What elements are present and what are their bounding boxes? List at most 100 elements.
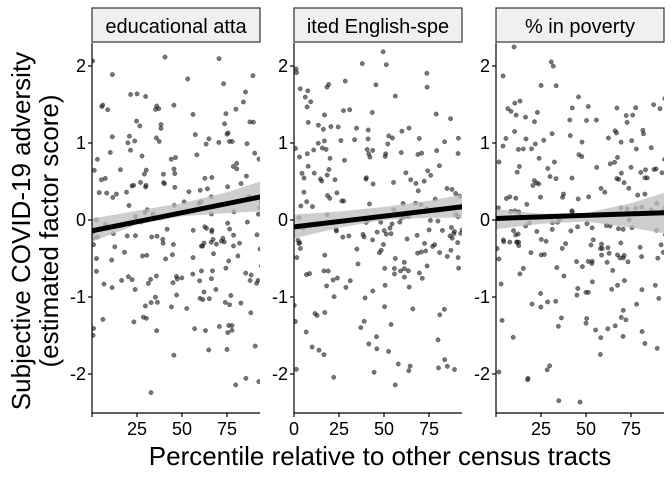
scatter-point xyxy=(407,363,413,369)
scatter-point xyxy=(599,241,604,247)
x-tick-label: 75 xyxy=(419,419,439,439)
scatter-point xyxy=(220,235,226,241)
scatter-point xyxy=(216,139,222,145)
scatter-point xyxy=(248,310,254,316)
scatter-point xyxy=(226,258,232,264)
scatter-point xyxy=(511,44,517,50)
y-tick-label: -2 xyxy=(474,364,490,384)
scatter-point xyxy=(243,89,248,95)
scatter-point xyxy=(558,315,564,321)
scatter-point xyxy=(138,180,143,185)
scatter-point xyxy=(617,255,623,261)
scatter-point xyxy=(503,136,509,141)
scatter-point xyxy=(298,203,304,209)
scatter-point xyxy=(370,237,376,243)
scatter-point xyxy=(626,185,632,191)
scatter-point xyxy=(624,119,630,125)
scatter-point xyxy=(172,184,178,190)
scatter-point xyxy=(343,284,349,290)
scatter-point xyxy=(616,226,621,232)
scatter-point xyxy=(109,134,115,140)
scatter-point xyxy=(256,379,260,385)
scatter-point xyxy=(243,270,249,276)
scatter-point xyxy=(633,146,639,152)
scatter-point xyxy=(226,323,232,328)
scatter-point xyxy=(410,306,416,312)
scatter-point xyxy=(311,170,317,176)
scatter-point xyxy=(441,306,447,312)
scatter-point xyxy=(216,324,222,329)
scatter-point xyxy=(309,344,315,350)
scatter-point xyxy=(118,167,123,173)
scatter-point xyxy=(523,136,529,142)
regression-line xyxy=(92,194,260,234)
scatter-point xyxy=(240,99,246,105)
scatter-point xyxy=(223,111,229,117)
scatter-point xyxy=(171,352,177,358)
scatter-point xyxy=(437,250,443,256)
scatter-point xyxy=(131,182,137,188)
scatter-point xyxy=(140,253,145,259)
panel-1: educational atta -2 -1 0 1 2 25 50 75 xyxy=(70,7,261,439)
scatter-point xyxy=(148,276,154,282)
scatter-point xyxy=(436,163,442,169)
scatter-point xyxy=(449,235,455,241)
y-tick-label: 1 xyxy=(76,133,86,153)
scatter-point xyxy=(94,156,100,162)
scatter-point xyxy=(618,170,624,176)
scatter-point xyxy=(366,341,372,347)
scatter-point xyxy=(134,118,140,124)
scatter-point xyxy=(602,189,608,195)
scatter-point xyxy=(230,164,236,169)
scatter-point xyxy=(511,228,516,234)
scatter-point xyxy=(238,300,244,306)
scatter-point xyxy=(642,191,648,197)
scatter-point xyxy=(233,382,239,388)
scatter-point xyxy=(553,83,559,89)
scatter-point xyxy=(569,105,575,111)
scatter-point xyxy=(398,150,404,156)
y-axis-title-line-2: (estimated factor score) xyxy=(34,94,64,367)
scatter-point xyxy=(392,271,397,277)
scatter-point xyxy=(536,181,542,187)
scatter-point xyxy=(427,217,433,223)
scatter-point xyxy=(297,246,303,251)
scatter-point xyxy=(655,255,661,261)
scatter-point xyxy=(334,275,340,281)
scatter-point xyxy=(598,185,604,191)
scatter-point xyxy=(370,181,376,187)
scatter-point xyxy=(584,221,590,227)
scatter-point xyxy=(553,298,559,304)
scatter-point xyxy=(642,341,648,346)
scatter-point xyxy=(112,244,118,250)
scatter-point xyxy=(448,116,454,122)
scatter-point xyxy=(651,167,657,172)
scatter-point xyxy=(530,183,536,188)
scatter-point xyxy=(615,154,620,160)
scatter-point xyxy=(604,259,610,265)
scatter-point xyxy=(341,108,346,114)
scatter-point xyxy=(435,337,441,343)
scatter-point xyxy=(307,271,313,277)
scatter-point xyxy=(500,143,506,149)
scatter-point xyxy=(589,261,595,266)
scatter-point xyxy=(184,306,190,311)
scatter-point xyxy=(545,166,551,171)
scatter-point xyxy=(294,319,298,324)
scatter-point xyxy=(426,227,432,233)
scatter-point xyxy=(515,146,521,152)
scatter-point xyxy=(197,278,203,284)
scatter-point xyxy=(455,151,461,156)
scatter-point xyxy=(455,255,461,261)
scatter-point xyxy=(335,124,341,130)
scatter-point xyxy=(227,302,233,308)
scatter-point xyxy=(96,190,102,196)
scatter-point xyxy=(310,204,315,210)
scatter-point xyxy=(614,105,620,111)
scatter-point xyxy=(383,62,389,68)
scatter-point xyxy=(252,150,258,156)
y-tick-label: -1 xyxy=(272,287,288,307)
scatter-point xyxy=(363,176,369,182)
scatter-point xyxy=(365,136,371,142)
scatter-point xyxy=(548,59,554,65)
